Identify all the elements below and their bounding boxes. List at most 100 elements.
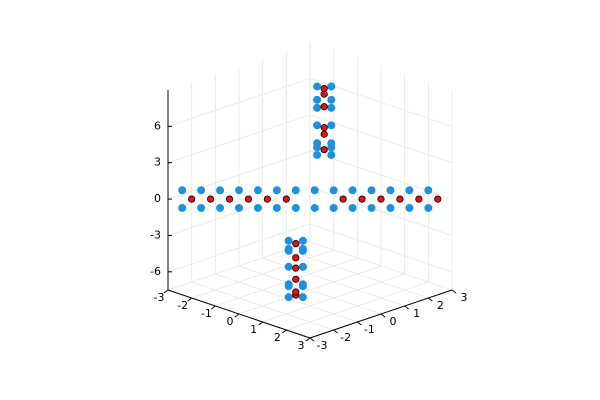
point xyxy=(284,246,293,255)
point xyxy=(291,203,300,212)
grid-line xyxy=(309,223,453,273)
point xyxy=(348,186,357,195)
point xyxy=(327,95,336,104)
point xyxy=(178,203,187,212)
x-tick-label: 3 xyxy=(298,339,305,352)
tick-mark xyxy=(234,313,240,318)
point xyxy=(298,236,307,245)
tick-mark xyxy=(258,321,263,326)
z-tick-label: 0 xyxy=(154,192,161,205)
z-tick-label: -3 xyxy=(150,228,161,241)
point xyxy=(405,203,414,212)
point xyxy=(396,195,404,203)
tick-mark xyxy=(305,337,311,342)
point xyxy=(313,82,322,91)
grid-line xyxy=(167,114,311,164)
point xyxy=(415,195,423,203)
tick-mark xyxy=(404,305,409,310)
y-tick-label: 2 xyxy=(437,299,444,312)
point xyxy=(253,203,262,212)
y-tick-label: -3 xyxy=(317,339,328,352)
z-tick-label: 6 xyxy=(154,119,161,132)
point xyxy=(327,103,336,112)
point xyxy=(313,150,322,159)
x-tick-label: -2 xyxy=(177,299,188,312)
tick-mark xyxy=(309,337,315,342)
point xyxy=(292,240,300,248)
y-tick-label: -1 xyxy=(364,323,375,336)
point xyxy=(272,186,281,195)
tick-mark xyxy=(428,297,433,302)
tick-mark xyxy=(282,329,287,334)
point xyxy=(329,203,338,212)
point xyxy=(320,146,328,154)
point xyxy=(320,124,328,132)
point xyxy=(348,203,357,212)
point xyxy=(424,186,433,195)
z-tick-label: -6 xyxy=(150,265,161,278)
point xyxy=(434,195,442,203)
point xyxy=(207,195,215,203)
y-tick-label: 0 xyxy=(390,315,397,328)
y-tick-label: 1 xyxy=(413,307,420,320)
point xyxy=(339,195,347,203)
point xyxy=(329,186,338,195)
point xyxy=(292,264,300,272)
tick-mark xyxy=(163,289,169,294)
point xyxy=(284,280,293,289)
point xyxy=(320,103,328,111)
point xyxy=(320,84,328,93)
grid-line xyxy=(309,241,453,291)
point xyxy=(327,139,336,148)
grid-line xyxy=(167,150,311,200)
grid-line xyxy=(309,187,453,236)
point xyxy=(320,130,328,138)
point xyxy=(284,236,293,245)
point xyxy=(313,121,322,130)
point xyxy=(292,254,300,262)
point xyxy=(298,262,307,271)
point xyxy=(284,293,293,302)
point xyxy=(263,195,271,203)
point xyxy=(188,195,196,203)
x-tick-label: -1 xyxy=(201,307,212,320)
point xyxy=(272,203,281,212)
point xyxy=(310,203,319,212)
point xyxy=(225,195,234,203)
point xyxy=(313,95,322,104)
point xyxy=(313,103,322,112)
point xyxy=(386,203,395,212)
point xyxy=(367,186,376,195)
point xyxy=(282,195,290,203)
point xyxy=(327,150,336,159)
point xyxy=(292,288,300,296)
point xyxy=(284,262,293,271)
tick-mark xyxy=(357,321,362,326)
point xyxy=(234,203,243,212)
x-tick-label: 0 xyxy=(227,315,234,328)
point xyxy=(216,186,225,195)
x-tick-label: -3 xyxy=(154,291,165,304)
point xyxy=(367,203,376,212)
point xyxy=(327,121,336,130)
point xyxy=(424,203,433,212)
point xyxy=(298,280,307,289)
point xyxy=(291,186,300,195)
point xyxy=(313,139,322,148)
point xyxy=(292,275,300,283)
z-tick-label: 3 xyxy=(154,156,161,169)
point xyxy=(405,186,414,195)
point xyxy=(310,186,319,195)
point xyxy=(244,195,253,203)
point xyxy=(298,293,307,302)
grid-line xyxy=(167,77,311,127)
point xyxy=(377,195,385,203)
x-tick-label: 2 xyxy=(274,331,281,344)
grid-line xyxy=(286,249,429,299)
point xyxy=(253,186,262,195)
point xyxy=(386,186,395,195)
grid-line xyxy=(167,223,311,273)
point xyxy=(197,186,206,195)
x-tick-label: 1 xyxy=(250,323,257,336)
point xyxy=(298,246,307,255)
